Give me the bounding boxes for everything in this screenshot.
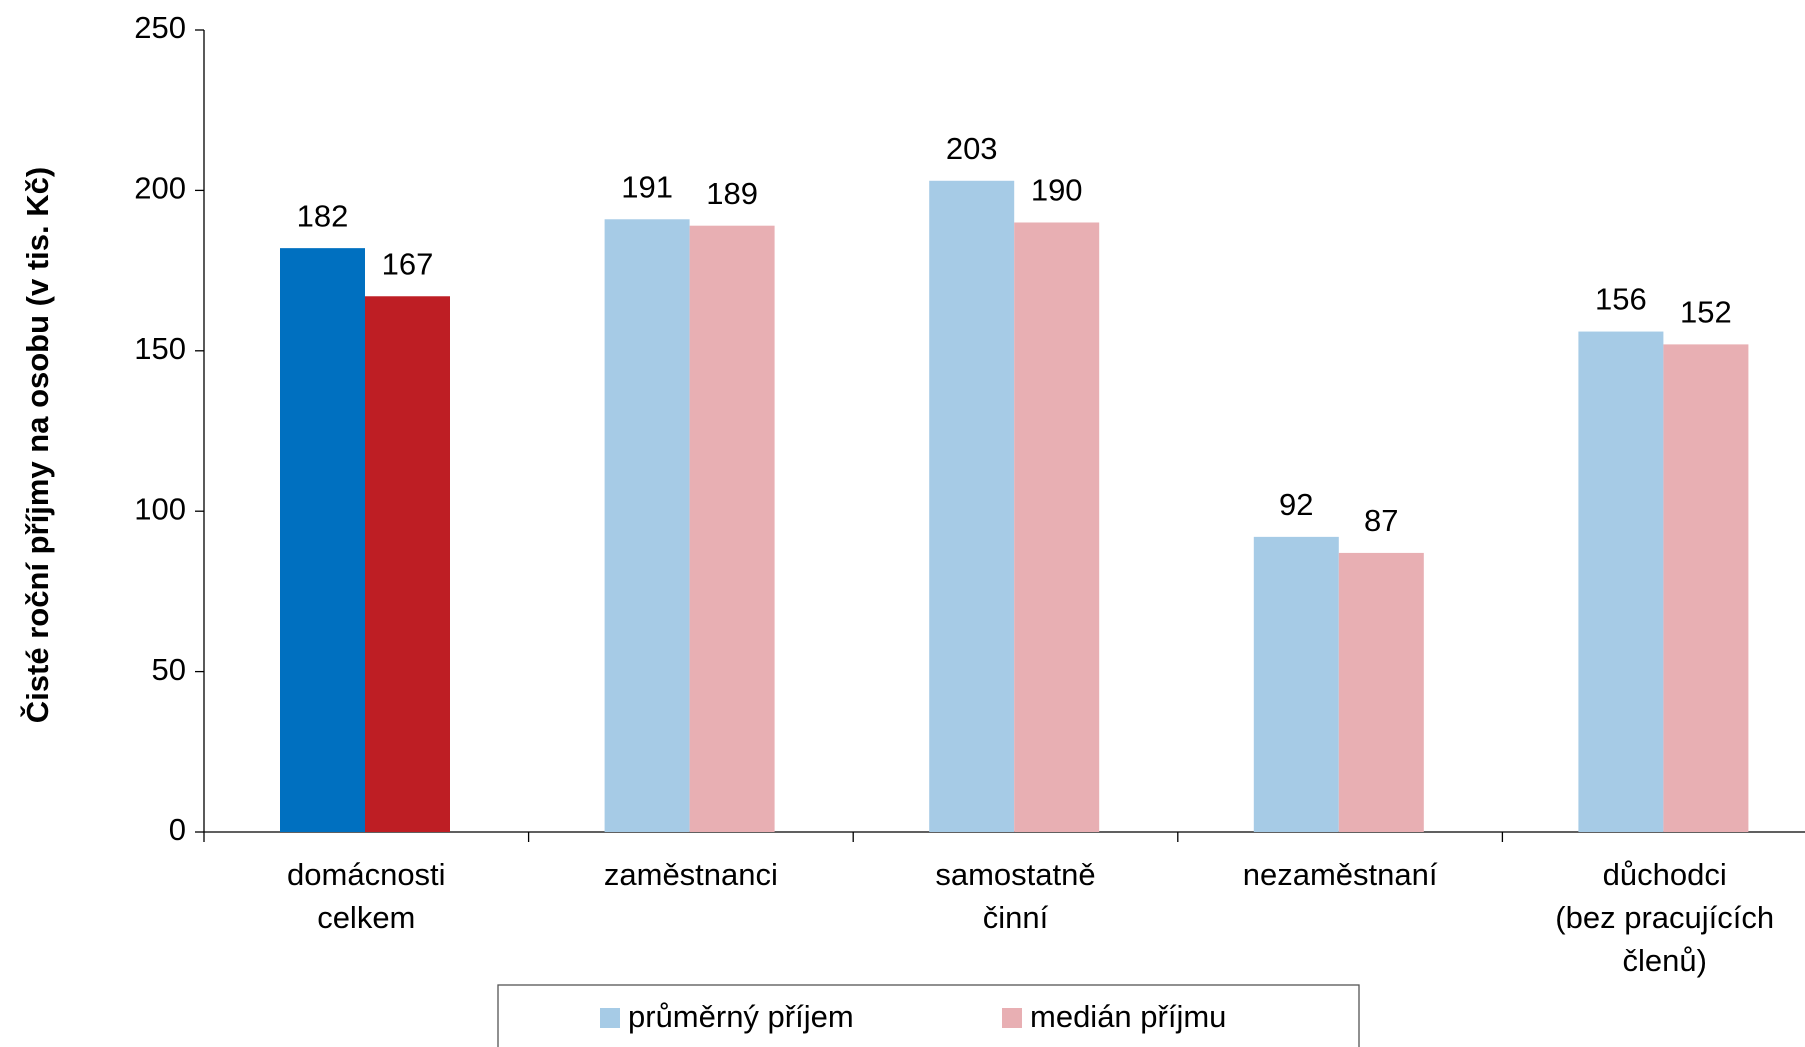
y-tick-label: 100 xyxy=(134,491,186,526)
x-tick-label: domácnosti celkem xyxy=(287,857,446,935)
data-label: 203 xyxy=(946,131,998,166)
data-label: 191 xyxy=(621,169,673,204)
data-label: 189 xyxy=(706,176,758,211)
legend-label: průměrný příjem xyxy=(628,999,854,1034)
legend-swatch xyxy=(600,1008,620,1028)
x-tick-label: zaměstnanci xyxy=(604,857,778,892)
bar xyxy=(1338,552,1424,832)
data-label: 87 xyxy=(1364,503,1398,538)
bar xyxy=(280,248,365,833)
y-tick-label: 0 xyxy=(169,812,186,847)
y-tick-label: 50 xyxy=(152,652,186,687)
data-label: 156 xyxy=(1595,282,1647,317)
bar xyxy=(365,296,450,832)
bar xyxy=(1663,344,1749,832)
bar xyxy=(1578,331,1664,832)
legend-swatch xyxy=(1002,1008,1022,1028)
bar xyxy=(689,225,775,833)
x-tick-label: samostatně činní xyxy=(935,857,1095,935)
data-label: 92 xyxy=(1279,487,1313,522)
y-tick-label: 150 xyxy=(134,331,186,366)
bar xyxy=(929,180,1015,832)
data-label: 182 xyxy=(297,198,349,233)
legend-label: medián příjmu xyxy=(1030,999,1226,1034)
data-label: 152 xyxy=(1680,295,1732,330)
bar xyxy=(1014,222,1100,833)
x-tick-label: důchodci (bez pracujících členů) xyxy=(1555,857,1774,978)
y-tick-label: 250 xyxy=(134,10,186,45)
bar xyxy=(604,219,690,833)
bar xyxy=(1253,536,1339,832)
x-tick-label: nezaměstnaní xyxy=(1243,857,1438,892)
data-label: 190 xyxy=(1031,173,1083,208)
data-label: 167 xyxy=(382,246,434,281)
y-tick-label: 200 xyxy=(134,171,186,206)
y-axis-label: Čisté roční příjmy na osobu (v tis. Kč) xyxy=(19,167,55,723)
legend-box xyxy=(497,984,1360,1047)
